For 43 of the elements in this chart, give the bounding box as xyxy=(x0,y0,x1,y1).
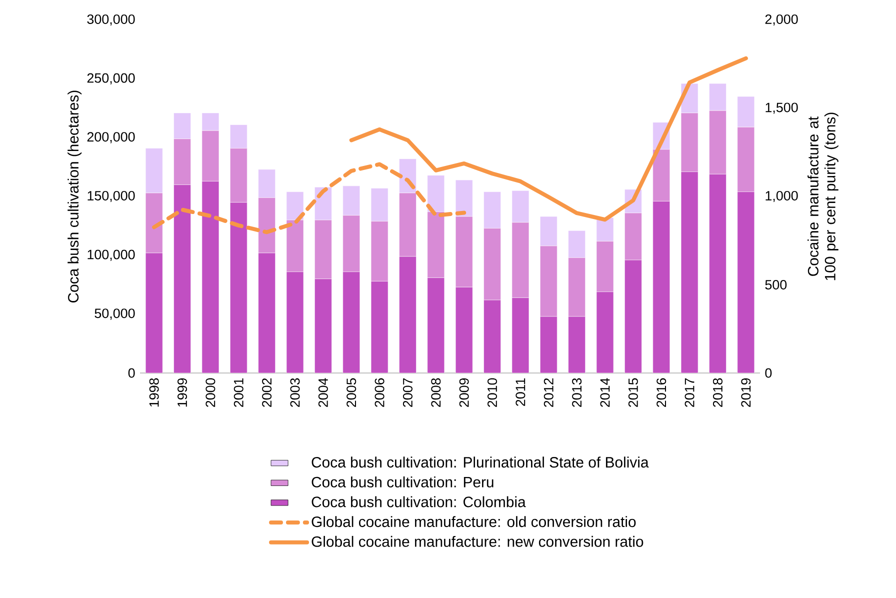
y2-axis-title: Cocaine manufacture at 100 per cent purity (tons) xyxy=(808,112,838,280)
x-tick-label: 2010 xyxy=(488,378,498,407)
x-tick-label: 2001 xyxy=(234,378,244,407)
y2-tick-label: 1,500 xyxy=(766,102,798,114)
x-tick-label: 1999 xyxy=(178,378,188,407)
legend-label: Coca bush cultivation: Peru xyxy=(312,476,494,488)
x-tick-label: 2000 xyxy=(206,378,216,407)
x-tick-label: 2003 xyxy=(290,378,300,407)
x-tick-label: 2015 xyxy=(628,378,638,407)
x-tick-label: 2006 xyxy=(374,378,384,407)
x-tick-label: 2016 xyxy=(656,378,666,407)
legend-label: Coca bush cultivation: Plurinational State of Bolivia xyxy=(312,456,649,468)
x-tick-label: 2018 xyxy=(712,378,722,407)
y-tick-label: 0 xyxy=(128,368,135,378)
x-tick-label: 2019 xyxy=(741,378,751,407)
y2-tick-label: 500 xyxy=(765,280,787,290)
y-axis-title: Coca bush cultivation (hectares) xyxy=(68,90,82,302)
legend-label: Global cocaine manufacture: old conversion ratio xyxy=(312,516,636,528)
x-tick-label: 2007 xyxy=(402,378,412,407)
x-tick-label: 2009 xyxy=(459,378,469,407)
x-tick-label: 2005 xyxy=(346,378,356,407)
legend-label: Global cocaine manufacture: new conversion ratio xyxy=(312,536,644,547)
y-tick-label: 200,000 xyxy=(87,132,135,144)
x-tick-label: 2002 xyxy=(262,378,272,407)
y2-tick-label: 0 xyxy=(765,368,772,378)
x-tick-label: 2014 xyxy=(600,378,610,407)
y-tick-label: 150,000 xyxy=(88,190,135,202)
y2-tick-label: 1,000 xyxy=(766,190,798,202)
x-tick-label: 2008 xyxy=(431,378,441,407)
y2-tick-label: 2,000 xyxy=(765,14,798,26)
y-tick-label: 250,000 xyxy=(87,73,135,84)
x-tick-label: 2004 xyxy=(318,378,328,407)
y-tick-label: 100,000 xyxy=(88,250,135,261)
line-series xyxy=(349,56,748,222)
x-tick-label: 2013 xyxy=(572,378,582,407)
legend-label: Coca bush cultivation: Colombia xyxy=(312,496,526,508)
x-tick-label: 2011 xyxy=(516,378,526,406)
x-tick-label: 2012 xyxy=(544,378,554,407)
x-tick-label: 2017 xyxy=(684,378,694,407)
y-tick-label: 300,000 xyxy=(87,14,135,26)
y-tick-label: 50,000 xyxy=(94,308,135,320)
x-tick-label: 1998 xyxy=(149,378,159,407)
line-series xyxy=(152,162,466,234)
